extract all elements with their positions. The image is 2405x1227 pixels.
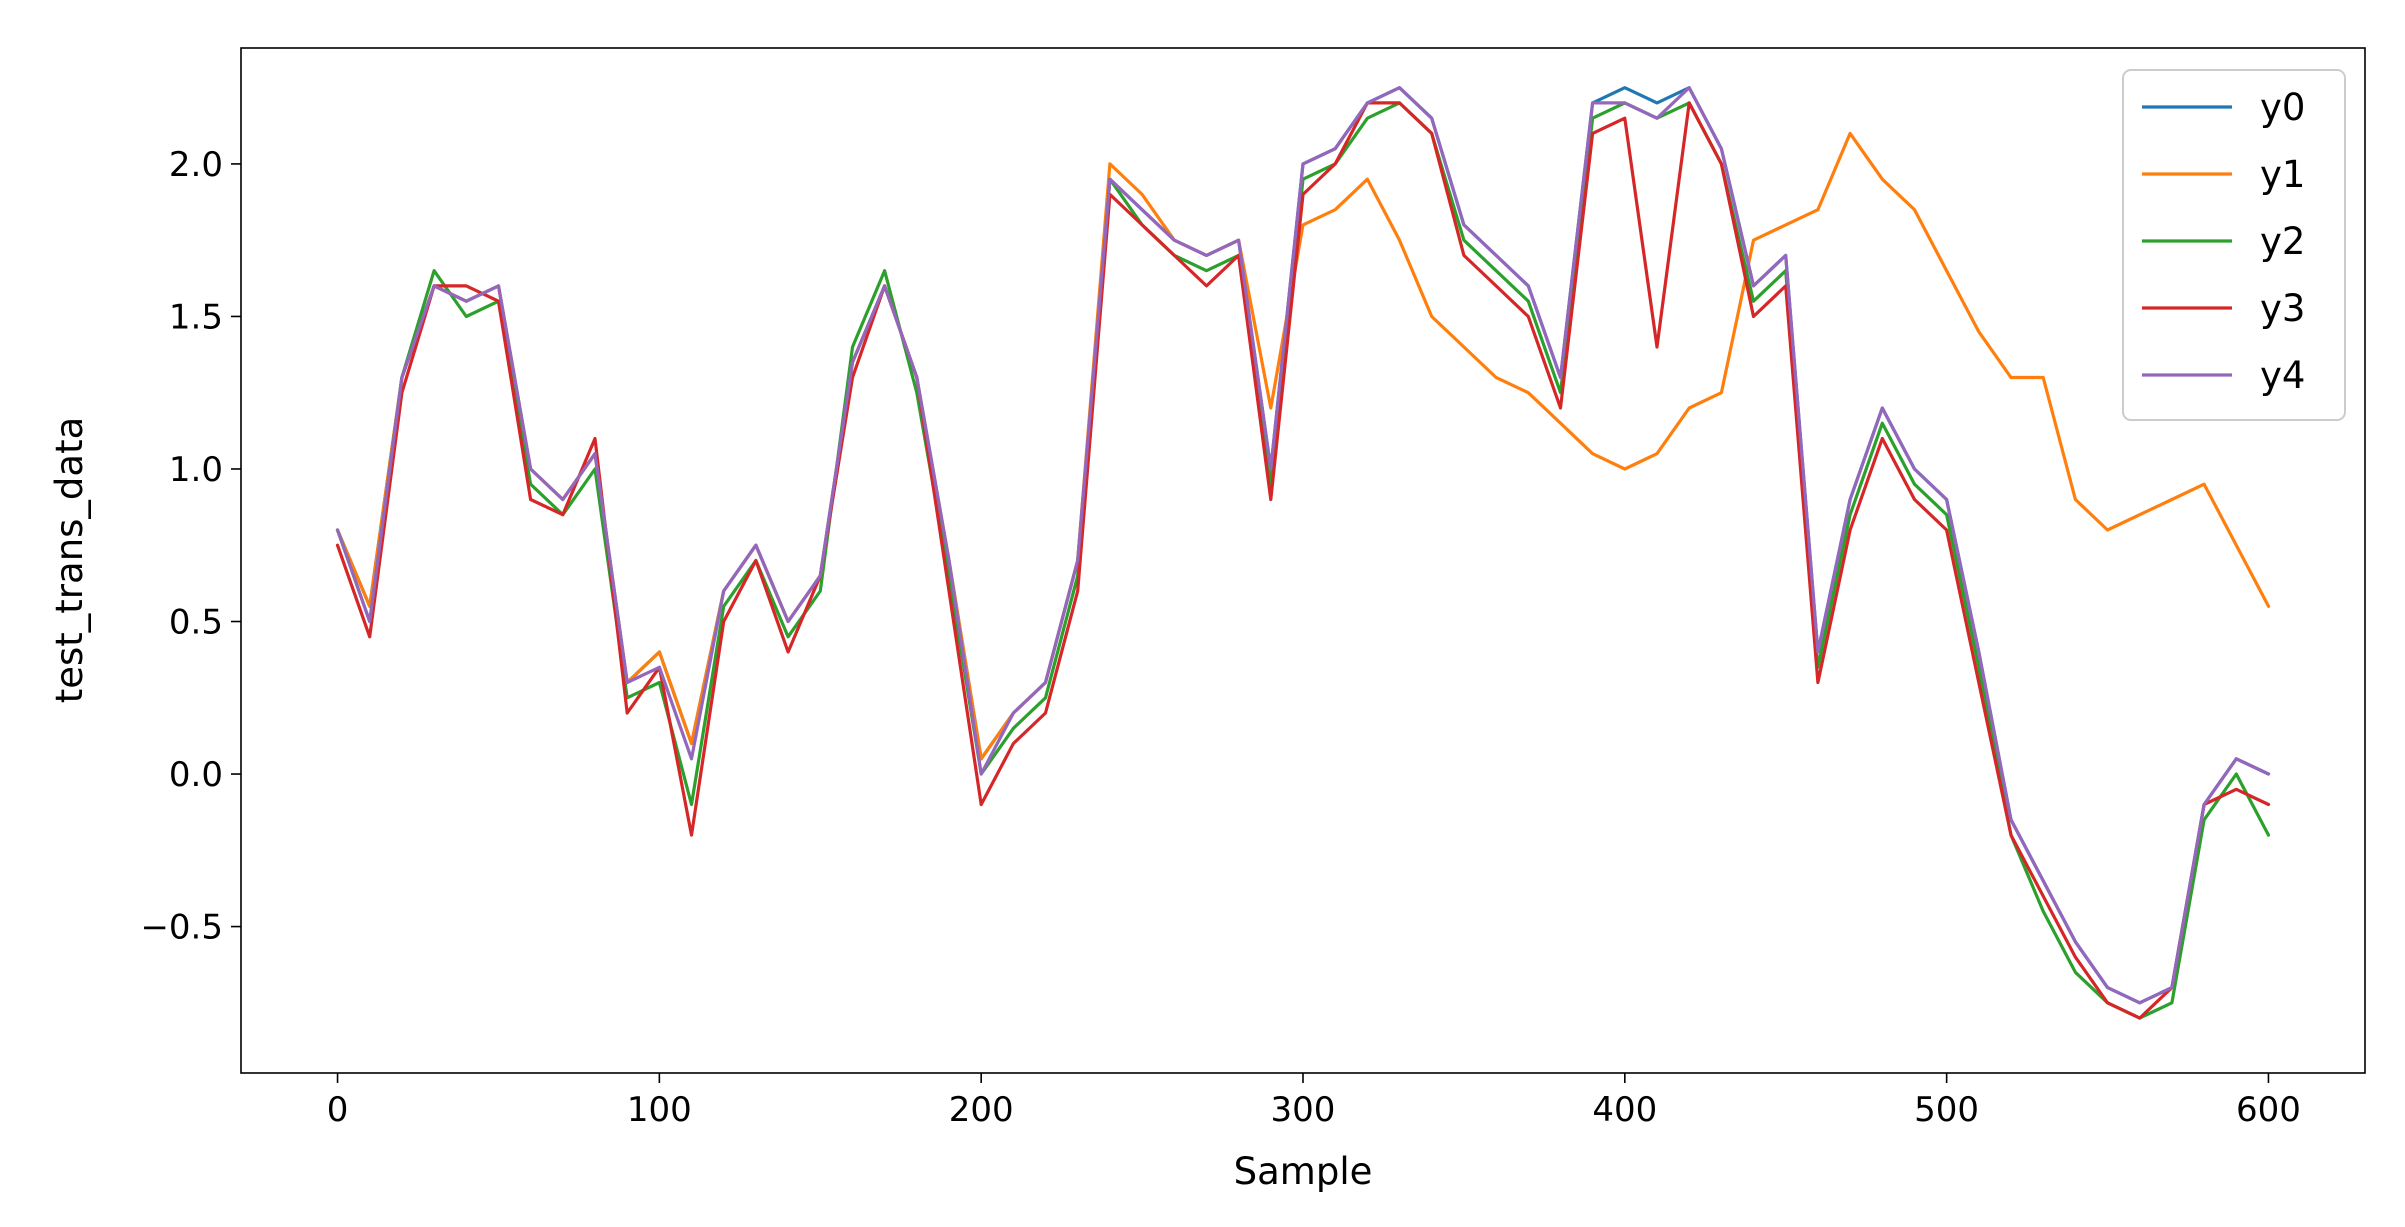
x-axis: 0 100 200 300 400 500 600 [327,1073,2301,1130]
x-tick-label: 500 [1914,1090,1979,1130]
legend-label-y3: y3 [2260,287,2305,330]
y-tick-label: −0.5 [140,908,223,948]
y-axis-label: test_trans_data [48,417,91,704]
series-line-y1 [335,131,2271,761]
y-tick-label: 0.5 [169,603,223,643]
series-line-y2 [335,101,2271,1020]
x-tick-label: 100 [627,1090,692,1130]
y-tick-label: 0.0 [169,755,223,795]
x-tick-label: 0 [327,1090,349,1130]
x-tick-label: 300 [1271,1090,1336,1130]
legend: y0 y1 y2 y3 y4 [2122,69,2346,421]
legend-label-y2: y2 [2260,220,2305,263]
y-tick-label: 2.0 [169,145,223,185]
y-axis: −0.5 0.0 0.5 1.0 1.5 2.0 [140,145,241,948]
x-tick-label: 600 [2236,1090,2301,1130]
legend-label-y4: y4 [2260,354,2305,397]
y-tick-label: 1.5 [169,297,223,337]
plot-lines [335,86,2271,1020]
legend-box [2122,69,2346,421]
legend-label-y1: y1 [2260,153,2305,196]
legend-label-y0: y0 [2260,86,2305,129]
x-tick-label: 400 [1592,1090,1657,1130]
y-tick-label: 1.0 [169,450,223,490]
x-tick-label: 200 [949,1090,1014,1130]
x-axis-label: Sample [1234,1150,1373,1193]
series-line-y4 [335,86,2271,1005]
